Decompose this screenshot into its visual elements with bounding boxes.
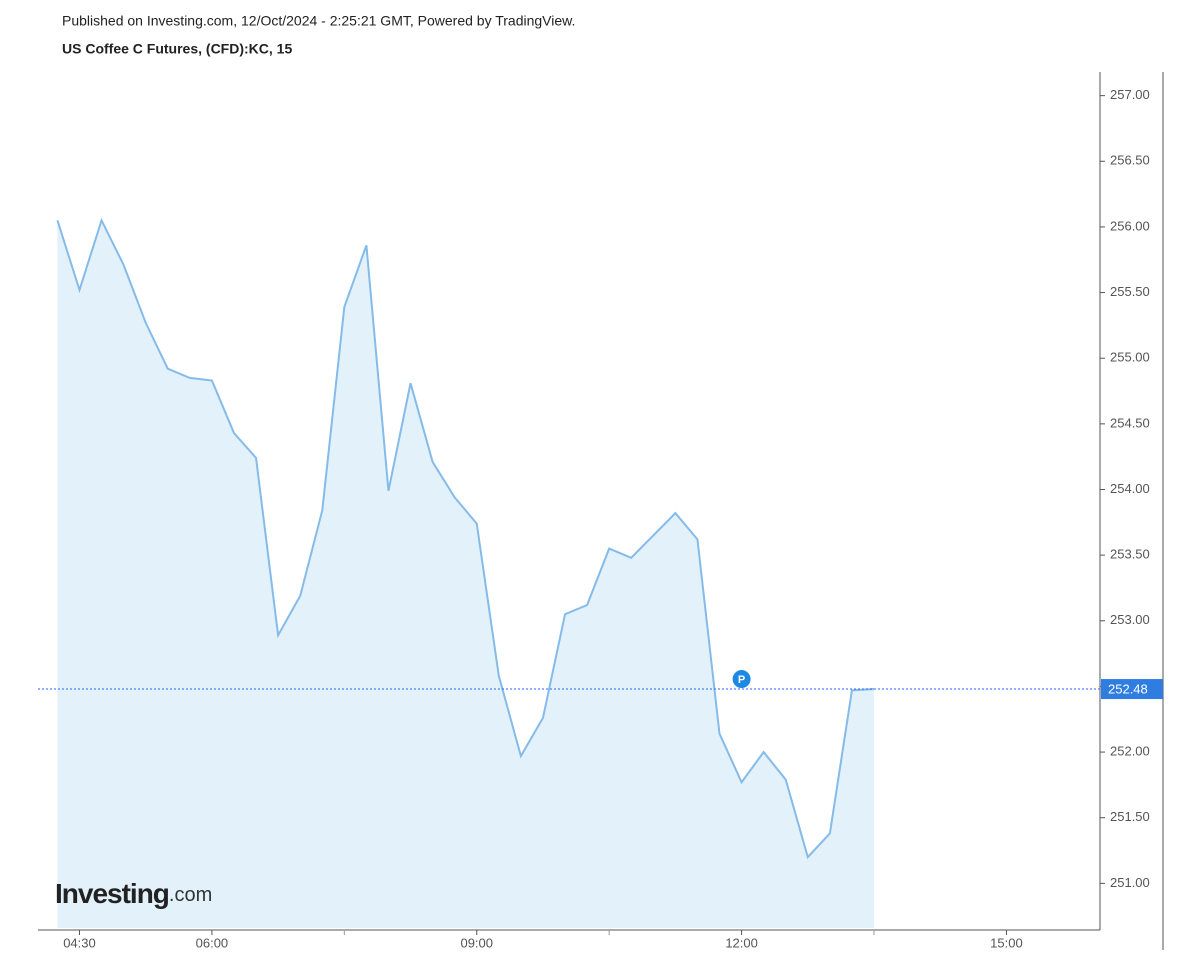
x-tick-label: 12:00 [725,935,758,950]
annotation-label: P [738,674,745,686]
y-tick-label: 253.00 [1110,612,1150,627]
y-tick-label: 251.50 [1110,809,1150,824]
y-tick-label: 251.00 [1110,875,1150,890]
last-price-label: 252.48 [1108,681,1148,696]
logo: Investing.com [55,878,212,909]
x-tick-label: 04:30 [63,935,96,950]
x-tick-label: 15:00 [990,935,1023,950]
annotation-marker [732,670,751,689]
last-price-badge [1101,679,1163,700]
y-tick-label: 254.50 [1110,415,1150,430]
plot: 251.00251.50252.00252.50253.00253.50254.… [38,72,1164,950]
y-tick-label: 254.00 [1110,481,1150,496]
price-line [56,217,875,860]
chart-title: US Coffee C Futures, (CFD):KC, 15 [62,41,292,57]
y-tick-label: 252.00 [1110,744,1150,759]
y-tick-label: 253.50 [1110,547,1150,562]
x-tick-label: 09:00 [460,935,493,950]
y-tick-label: 255.50 [1110,284,1150,299]
y-tick-label: 256.50 [1110,153,1150,168]
y-tick-label: 256.00 [1110,218,1150,233]
published-note: Published on Investing.com, 12/Oct/2024 … [62,13,575,29]
area-fill [57,220,875,928]
y-tick-label: 255.00 [1110,350,1150,365]
logo-suffix: .com [169,884,212,906]
logo-brand: Investing [55,878,169,909]
x-tick-label: 06:00 [196,935,229,950]
y-tick-label: 257.00 [1110,87,1150,102]
